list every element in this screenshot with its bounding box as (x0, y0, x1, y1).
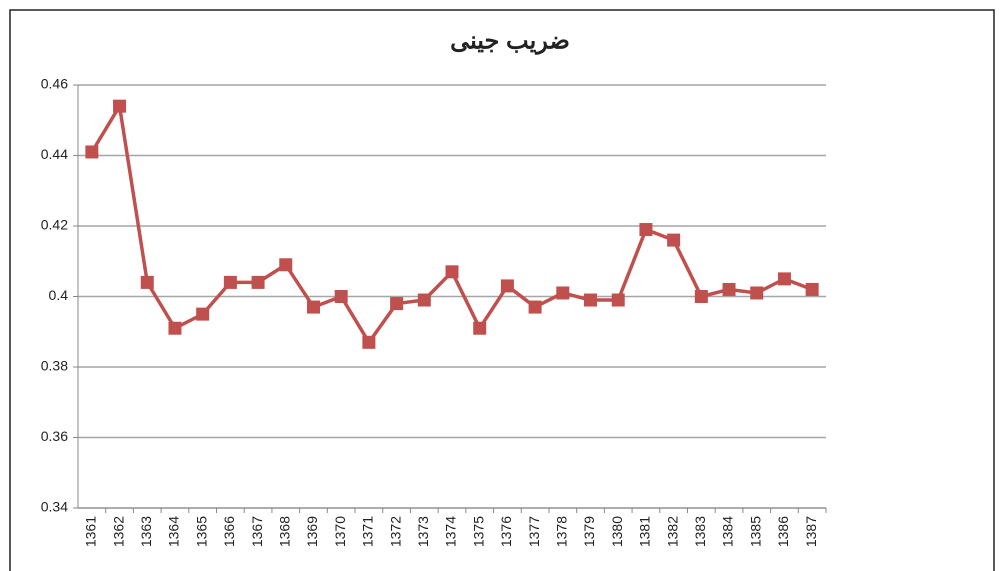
data-marker (140, 275, 154, 289)
data-marker (417, 293, 431, 307)
data-marker (168, 321, 182, 335)
data-marker (445, 265, 459, 279)
y-tick-label: 0.42 (41, 217, 68, 233)
x-tick-label: 1385 (747, 516, 763, 547)
data-marker (251, 275, 265, 289)
data-marker (639, 223, 653, 237)
y-tick-label: 0.46 (41, 76, 68, 92)
data-marker (279, 258, 293, 272)
y-tick-label: 0.36 (41, 428, 68, 444)
x-tick-label: 1387 (803, 516, 819, 547)
x-tick-label: 1370 (332, 516, 348, 547)
x-tick-label: 1372 (387, 516, 403, 547)
y-tick-label: 0.44 (41, 146, 68, 162)
data-marker (667, 233, 681, 247)
x-tick-label: 1377 (526, 516, 542, 547)
data-marker (223, 275, 237, 289)
data-marker (805, 282, 819, 296)
data-marker (473, 321, 487, 335)
x-tick-label: 1364 (166, 516, 182, 547)
x-tick-label: 1386 (775, 516, 791, 547)
data-marker (528, 300, 542, 314)
x-tick-label: 1380 (609, 516, 625, 547)
x-tick-label: 1361 (83, 516, 99, 547)
data-marker (777, 272, 791, 286)
data-marker (362, 335, 376, 349)
x-tick-label: 1366 (221, 516, 237, 547)
x-tick-label: 1368 (276, 516, 292, 547)
x-tick-label: 1374 (443, 516, 459, 547)
data-marker (500, 279, 514, 293)
x-tick-label: 1369 (304, 516, 320, 547)
data-marker (390, 297, 404, 311)
x-tick-label: 1371 (360, 516, 376, 547)
data-marker (196, 307, 210, 321)
x-tick-label: 1384 (720, 516, 736, 547)
x-tick-label: 1382 (664, 516, 680, 547)
chart-title: ضریب جینی (450, 27, 570, 55)
data-marker (722, 282, 736, 296)
x-tick-label: 1365 (193, 516, 209, 547)
x-tick-label: 1367 (249, 516, 265, 547)
data-marker (584, 293, 598, 307)
y-tick-label: 0.4 (49, 287, 69, 303)
x-tick-label: 1376 (498, 516, 514, 547)
data-marker (334, 290, 348, 303)
x-tick-label: 1381 (637, 516, 653, 547)
y-tick-label: 0.34 (41, 499, 68, 515)
data-marker (556, 286, 570, 300)
data-marker (306, 300, 320, 314)
data-marker (611, 293, 625, 307)
data-marker (750, 286, 764, 300)
x-tick-label: 1379 (581, 516, 597, 547)
x-tick-label: 1363 (138, 516, 154, 547)
data-marker (113, 99, 127, 113)
x-tick-label: 1383 (692, 516, 708, 547)
data-marker (694, 290, 708, 303)
data-marker (85, 145, 99, 159)
x-tick-label: 1378 (554, 516, 570, 547)
x-tick-label: 1375 (470, 516, 486, 547)
x-tick-label: 1362 (110, 516, 126, 547)
x-tick-label: 1373 (415, 516, 431, 547)
y-tick-label: 0.38 (41, 358, 68, 374)
